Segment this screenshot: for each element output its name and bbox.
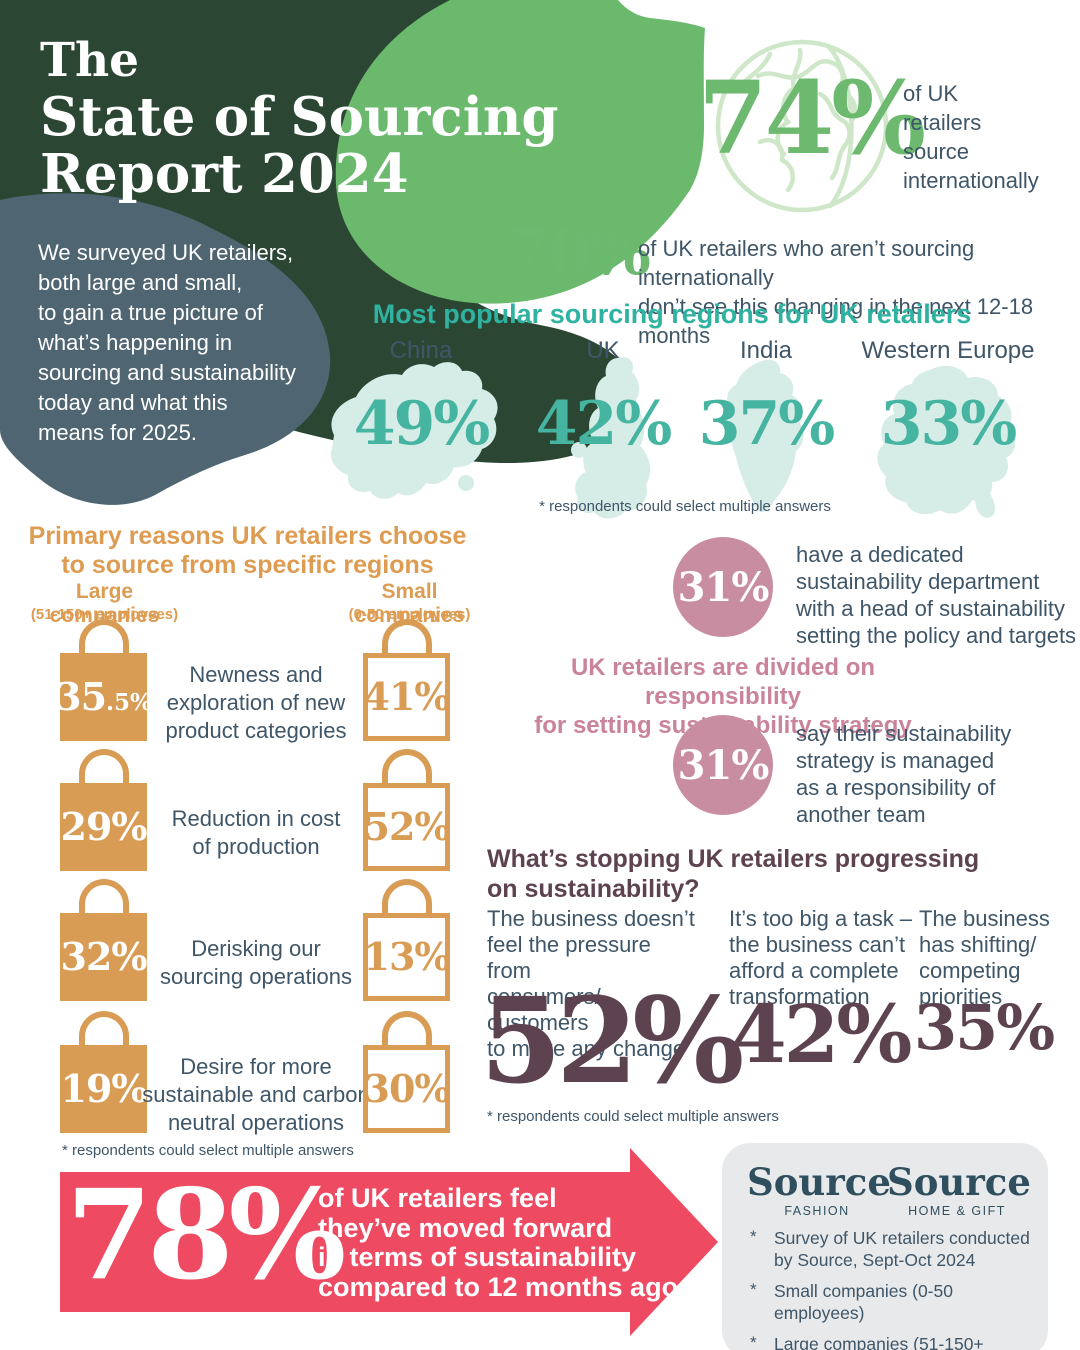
shopping-bag-icon-small-2: 52%: [363, 749, 451, 871]
stat-74-value: 74%: [698, 59, 926, 177]
reason-small-value-3: 13%: [363, 913, 451, 1001]
title-line: The: [40, 33, 140, 88]
shopping-bag-icon-large-1: 35.5%: [55, 619, 152, 741]
reason-label-4: Desire for more sustainable and carbon n…: [142, 1054, 370, 1135]
shopping-bag-icon-small-4: 30%: [363, 1011, 451, 1133]
shopping-bag-icon-large-2: 29%: [60, 749, 148, 871]
stopping-value-2: 42%: [731, 987, 912, 1081]
bag-handle: [381, 879, 432, 913]
large-companies-label: Large companies: [49, 580, 160, 627]
stat-70-value: 70%: [505, 215, 651, 290]
region-label-western-europe: Western Europe: [861, 337, 1035, 364]
bag-handle: [78, 879, 129, 913]
reasons-heading: Primary reasons UK retailers choose to s…: [28, 522, 467, 579]
uk-map-icon: [571, 356, 651, 519]
page-title: The State of Sourcing Report 2024: [40, 32, 558, 203]
small-companies-label: Small companies: [354, 580, 465, 627]
region-label-india: India: [739, 337, 793, 364]
bag-handle: [78, 749, 129, 783]
another-team-label: say their sustainability strategy is man…: [796, 721, 1012, 827]
sustainability-dept-label: have a dedicated sustainability departme…: [796, 542, 1077, 648]
source-panel: [722, 1143, 1048, 1350]
globe-icon: [715, 39, 889, 213]
western-europe-map-icon: [877, 365, 1016, 518]
sustainability-dept-circle: 31%: [673, 537, 773, 637]
source-fashion-logo: Source FASHION: [747, 1160, 891, 1219]
background-blobs: [0, 0, 705, 505]
decorative-blob-slate: [0, 193, 331, 505]
stopping-label-2: It’s too big a task – the business can’t…: [729, 906, 913, 1009]
reason-label-3: Derisking our sourcing operations: [159, 936, 352, 989]
large-companies-sublabel: (51-150+ employees): [30, 606, 179, 623]
another-team-circle: 31%: [673, 715, 773, 815]
shopping-bag-icon-large-3: 32%: [60, 879, 148, 1001]
stopping-value-1: 52%: [480, 971, 744, 1110]
bag-handle: [381, 619, 432, 653]
source-bullet: * Small companies (0-50 employees): [750, 1280, 953, 1323]
stat-74-label: of UK retailers source internationally: [903, 81, 1039, 193]
regions-heading: Most popular sourcing regions for UK ret…: [372, 299, 972, 329]
region-label-china: China: [389, 337, 453, 364]
intro-text: We surveyed UK retailers, both large and…: [38, 240, 297, 445]
reason-label-1: Newness and exploration of new product c…: [165, 662, 347, 743]
region-label-uk: UK: [586, 337, 620, 364]
reason-small-value-2: 52%: [363, 783, 451, 871]
reason-small-value-4: 30%: [363, 1045, 451, 1133]
regions-footnote: * respondents could select multiple answ…: [539, 498, 831, 515]
stopping-label-3: The business has shifting/ competing pri…: [919, 906, 1050, 1009]
shopping-bag-icon-small-3: 13%: [363, 879, 451, 1001]
source-home-gift-logo: Source HOME & GIFT: [887, 1160, 1031, 1219]
india-map-icon: [727, 359, 804, 513]
source-bullets: * Survey of UK retailers conducted by So…: [750, 1227, 1048, 1350]
region-value-china: 49%: [353, 389, 491, 459]
stopping-value-3: 35%: [914, 991, 1055, 1064]
region-value-western-europe: 33%: [880, 389, 1018, 459]
china-map-icon: [330, 362, 498, 499]
bag-handle: [78, 619, 129, 653]
stat-78-label: of UK retailers feel they’ve moved forwa…: [318, 1183, 679, 1302]
stopping-heading: What’s stopping UK retailers progressing…: [487, 845, 980, 903]
bag-handle: [381, 749, 432, 783]
reason-large-value-1: 35.5%: [55, 653, 152, 741]
decorative-blob-light: [335, 0, 705, 304]
asterisk-icon: *: [750, 1227, 757, 1246]
asterisk-icon: *: [750, 1333, 757, 1350]
small-companies-sublabel: (0-50 employees): [348, 606, 471, 623]
source-bullet: * Large companies (51-150+ employees): [750, 1333, 1048, 1350]
reason-large-value-4: 19%: [60, 1045, 148, 1133]
stopping-label-1: The business doesn’t feel the pressure f…: [487, 906, 695, 1061]
bag-handle: [78, 1011, 129, 1045]
stat-78-value: 78%: [66, 1163, 346, 1308]
shopping-bag-icon-small-1: 41%: [363, 619, 451, 741]
another-team-value: 31%: [677, 741, 770, 789]
forward-arrow-shape: [60, 1148, 718, 1336]
reason-label-2: Reduction in cost of production: [171, 806, 341, 859]
title-line: State of Sourcing: [40, 86, 559, 148]
reason-large-value-2: 29%: [60, 783, 148, 871]
bag-handle: [381, 1011, 432, 1045]
region-value-india: 37%: [698, 389, 836, 459]
reason-large-value-3: 32%: [60, 913, 148, 1001]
title-line: Report 2024: [40, 143, 409, 205]
shopping-bag-icon-large-4: 19%: [60, 1011, 148, 1133]
asterisk-icon: *: [750, 1280, 757, 1299]
reasons-footnote: * respondents could select multiple answ…: [62, 1142, 354, 1159]
source-bullet: * Survey of UK retailers conducted by So…: [750, 1227, 1030, 1270]
stopping-footnote: * respondents could select multiple answ…: [487, 1108, 779, 1125]
region-value-uk: 42%: [535, 389, 673, 459]
reason-small-value-1: 41%: [363, 653, 451, 741]
stat-70-label: of UK retailers who aren’t sourcing inte…: [638, 236, 1034, 348]
sustainability-dept-value: 31%: [677, 563, 770, 611]
